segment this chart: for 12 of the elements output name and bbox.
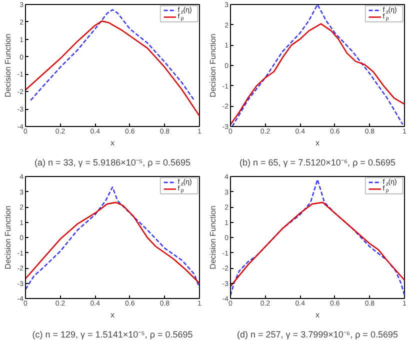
text: (a) n = 33, γ = 5.9186×10⁻⁵, ρ = 0.5695 [34, 158, 190, 168]
x-axis-title: x [110, 310, 114, 320]
y-axis-title: Decision Function [3, 34, 12, 98]
y-axis-title: Decision Function [208, 206, 218, 270]
text: (d) n = 257, γ = 3.7999×10⁻⁶, ρ = 0.5695 [237, 330, 398, 340]
text: (c) n = 129, γ = 1.5141×10⁻⁵, ρ = 0.5695 [32, 330, 193, 340]
text: (b) n = 65, γ = 7.5120×10⁻⁶, ρ = 0.5695 [240, 158, 396, 168]
y-axis-title: Decision Function [3, 206, 12, 270]
y-axis-title: Decision Function [208, 34, 218, 98]
x-axis-title: x [316, 138, 320, 148]
x-axis-title: x [316, 310, 320, 320]
x-axis-title: x [110, 138, 114, 148]
